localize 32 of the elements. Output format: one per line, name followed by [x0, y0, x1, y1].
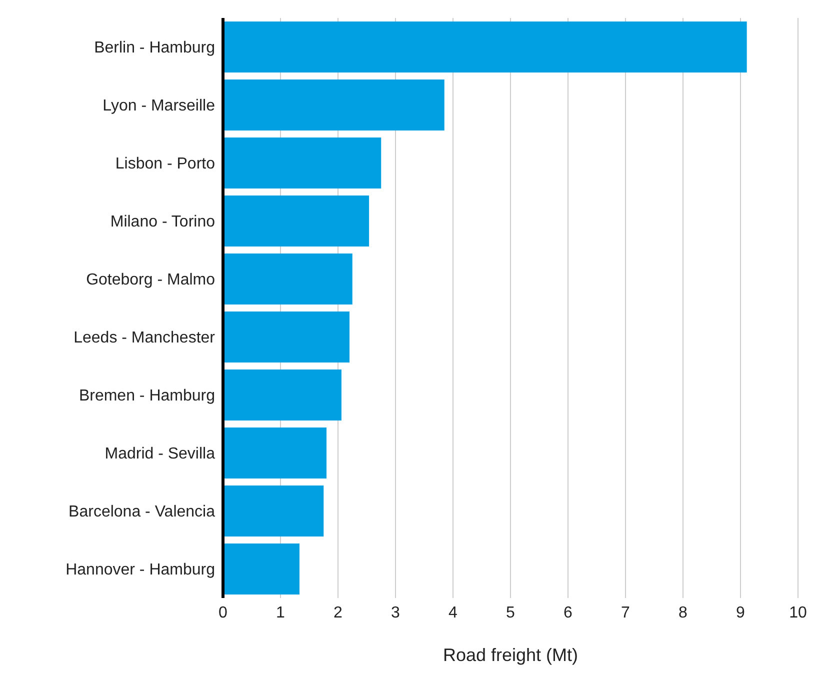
- x-tick-label: 10: [789, 604, 807, 622]
- bar: [223, 543, 300, 594]
- x-tick-label: 6: [564, 604, 573, 622]
- y-tick-label: Berlin - Hamburg: [94, 40, 215, 57]
- bar: [223, 311, 350, 362]
- bar: [223, 369, 342, 420]
- y-tick-label: Goteborg - Malmo: [86, 272, 216, 289]
- y-tick-label: Madrid - Sevilla: [104, 446, 216, 463]
- bar: [223, 195, 370, 246]
- x-tick-label: 5: [506, 604, 516, 622]
- bar: [223, 21, 747, 72]
- x-tick-label: 7: [621, 604, 630, 622]
- x-tick-label: 9: [736, 604, 746, 622]
- x-tick-label: 8: [678, 604, 688, 622]
- bar: [223, 253, 352, 304]
- x-tick-label: 0: [218, 604, 228, 622]
- bar: [223, 79, 444, 130]
- y-tick-label: Lisbon - Porto: [115, 156, 216, 173]
- y-tick-label: Milano - Torino: [110, 214, 216, 231]
- y-tick-label: Bremen - Hamburg: [78, 388, 215, 405]
- bar: [223, 427, 326, 478]
- x-tick-label: 3: [391, 604, 400, 622]
- x-tick-label: 1: [276, 604, 286, 622]
- x-axis-title: Road freight (Mt): [442, 644, 578, 665]
- x-tick-label: 4: [448, 604, 458, 622]
- bar: [223, 485, 324, 536]
- x-tick-label: 2: [334, 604, 343, 622]
- bar: [223, 137, 382, 188]
- y-tick-label: Lyon - Marseille: [102, 98, 216, 115]
- y-tick-label: Hannover - Hamburg: [66, 562, 215, 579]
- y-tick-label: Leeds - Manchester: [74, 330, 216, 347]
- y-tick-label: Barcelona - Valencia: [68, 504, 216, 521]
